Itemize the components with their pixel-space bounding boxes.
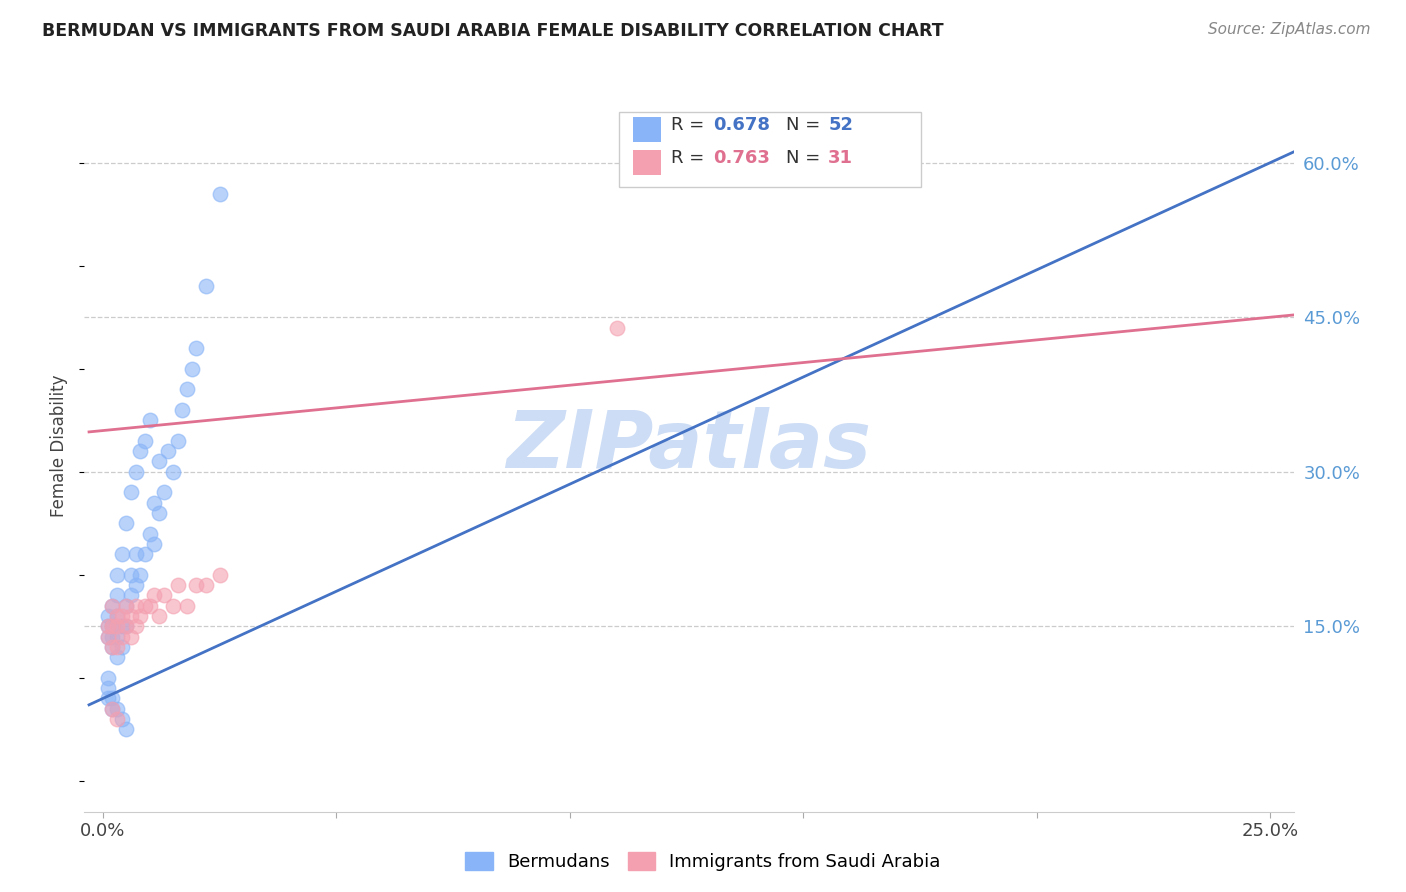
Point — [97, 609, 120, 624]
Point — [125, 547, 148, 561]
Point — [97, 630, 120, 644]
Text: BERMUDAN VS IMMIGRANTS FROM SAUDI ARABIA FEMALE DISABILITY CORRELATION CHART: BERMUDAN VS IMMIGRANTS FROM SAUDI ARABIA… — [42, 22, 943, 40]
Point — [101, 599, 124, 613]
Point — [143, 537, 166, 551]
Text: N =: N = — [786, 116, 825, 134]
Text: R =: R = — [671, 116, 710, 134]
Point — [125, 599, 148, 613]
Point — [105, 567, 128, 582]
Point — [129, 567, 152, 582]
Point — [101, 630, 124, 644]
Point — [176, 599, 198, 613]
Point — [115, 599, 138, 613]
Point — [148, 454, 170, 468]
Point — [120, 567, 142, 582]
Point — [101, 691, 124, 706]
Point — [138, 526, 160, 541]
Point — [101, 619, 124, 633]
Point — [186, 578, 208, 592]
Point — [97, 619, 120, 633]
Point — [115, 599, 138, 613]
Text: 0.763: 0.763 — [713, 149, 769, 167]
Point — [129, 444, 152, 458]
Point — [97, 681, 120, 695]
Point — [143, 496, 166, 510]
Point — [186, 341, 208, 355]
Point — [152, 485, 174, 500]
Point — [208, 567, 231, 582]
Point — [166, 578, 188, 592]
Point — [105, 702, 128, 716]
Point — [115, 516, 138, 531]
Point — [115, 723, 138, 737]
Point — [148, 609, 170, 624]
Point — [101, 702, 124, 716]
Point — [105, 609, 128, 624]
Point — [101, 640, 124, 654]
Point — [120, 588, 142, 602]
Point — [143, 588, 166, 602]
Text: 0.678: 0.678 — [713, 116, 770, 134]
Y-axis label: Female Disability: Female Disability — [51, 375, 69, 517]
Point — [111, 630, 134, 644]
Point — [176, 382, 198, 396]
Point — [111, 640, 134, 654]
Point — [134, 547, 156, 561]
Point — [194, 578, 217, 592]
Text: 31: 31 — [828, 149, 853, 167]
Point — [115, 619, 138, 633]
Point — [134, 434, 156, 448]
Point — [129, 609, 152, 624]
Point — [157, 444, 180, 458]
Point — [97, 671, 120, 685]
Point — [105, 640, 128, 654]
Point — [111, 619, 134, 633]
Point — [138, 599, 160, 613]
Text: Source: ZipAtlas.com: Source: ZipAtlas.com — [1208, 22, 1371, 37]
Point — [97, 630, 120, 644]
Point — [138, 413, 160, 427]
Point — [105, 609, 128, 624]
Point — [134, 599, 156, 613]
Point — [606, 320, 628, 334]
Text: 52: 52 — [828, 116, 853, 134]
Point — [101, 599, 124, 613]
Point — [111, 547, 134, 561]
Point — [105, 650, 128, 665]
Legend: Bermudans, Immigrants from Saudi Arabia: Bermudans, Immigrants from Saudi Arabia — [458, 845, 948, 879]
Point — [111, 712, 134, 726]
Point — [120, 630, 142, 644]
Text: R =: R = — [671, 149, 710, 167]
Point — [111, 609, 134, 624]
Text: N =: N = — [786, 149, 825, 167]
Point — [97, 619, 120, 633]
Point — [125, 578, 148, 592]
Point — [115, 619, 138, 633]
Point — [101, 702, 124, 716]
Point — [172, 403, 194, 417]
Point — [101, 640, 124, 654]
Point — [120, 485, 142, 500]
Point — [125, 619, 148, 633]
Point — [105, 619, 128, 633]
Point — [105, 588, 128, 602]
Point — [148, 506, 170, 520]
Point — [194, 279, 217, 293]
Point — [152, 588, 174, 602]
Point — [120, 609, 142, 624]
Point — [105, 630, 128, 644]
Point — [105, 712, 128, 726]
Point — [101, 619, 124, 633]
Point — [180, 361, 202, 376]
Point — [125, 465, 148, 479]
Text: ZIPatlas: ZIPatlas — [506, 407, 872, 485]
Point — [166, 434, 188, 448]
Point — [208, 186, 231, 201]
Point — [162, 465, 184, 479]
Point — [97, 691, 120, 706]
Point — [162, 599, 184, 613]
